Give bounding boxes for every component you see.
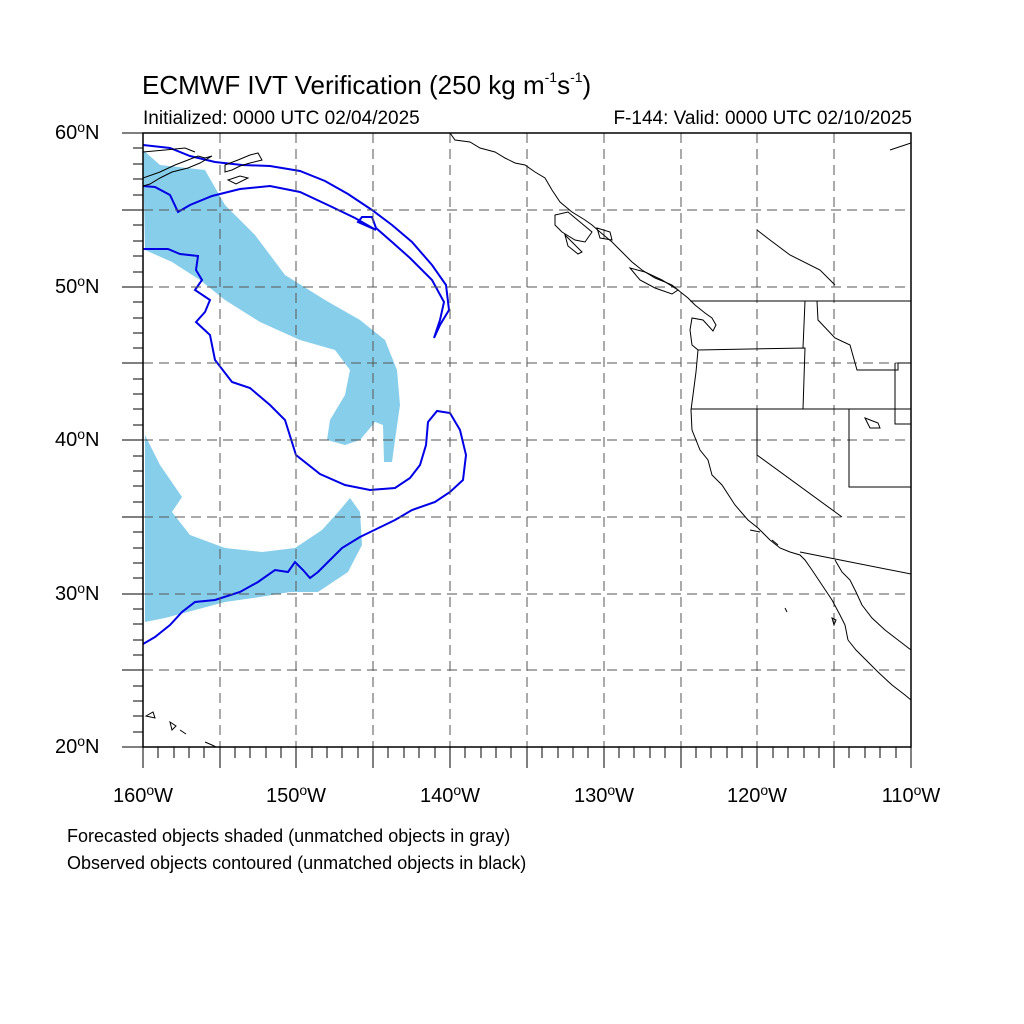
valid-time: F-144: Valid: 0000 UTC 02/10/2025 [613, 108, 912, 129]
lon-label-110w: 110oW [881, 782, 941, 807]
observed-contour-north [143, 144, 451, 339]
lat-label-60n: 60oN [55, 119, 100, 144]
lat-ticks [122, 132, 143, 748]
lat-label-20n: 20oN [55, 733, 100, 758]
footnote-observed: Observed objects contoured (unmatched ob… [67, 853, 527, 873]
lon-label-150w: 150oW [265, 782, 327, 807]
lon-label-120w: 120oW [726, 782, 788, 807]
initialized-time: Initialized: 0000 UTC 02/04/2025 [143, 108, 420, 129]
lat-label-50n: 50oN [55, 273, 100, 298]
lat-label-30n: 30oN [55, 580, 100, 605]
lon-label-160w: 160oW [112, 782, 174, 807]
forecast-object-north [143, 150, 400, 462]
graticule [143, 133, 911, 747]
lat-label-40n: 40oN [55, 426, 100, 451]
chart-title: ECMWF IVT Verification (250 kg m-1s-1) [142, 69, 592, 100]
observed-contour-central [143, 248, 468, 645]
footnote-forecast: Forecasted objects shaded (unmatched obj… [67, 826, 511, 846]
coastlines [143, 133, 911, 747]
lon-label-130w: 130oW [573, 782, 635, 807]
lon-label-140w: 140oW [419, 782, 481, 807]
lon-ticks [142, 747, 912, 768]
